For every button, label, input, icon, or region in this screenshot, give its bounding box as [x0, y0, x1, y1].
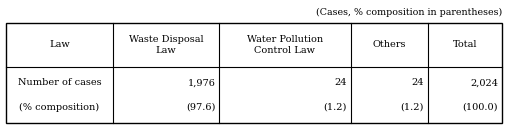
Text: Water Pollution
Control Law: Water Pollution Control Law	[247, 35, 323, 55]
Text: 24: 24	[334, 78, 347, 87]
Text: 2,024: 2,024	[470, 78, 498, 87]
Text: 24: 24	[411, 78, 424, 87]
Text: (1.2): (1.2)	[323, 103, 347, 112]
Text: (% composition): (% composition)	[19, 103, 100, 112]
Text: Number of cases: Number of cases	[18, 78, 101, 87]
Text: (100.0): (100.0)	[462, 103, 498, 112]
Text: (Cases, % composition in parentheses): (Cases, % composition in parentheses)	[315, 8, 502, 17]
Text: (1.2): (1.2)	[400, 103, 424, 112]
Text: Law: Law	[49, 40, 70, 49]
Text: (97.6): (97.6)	[186, 103, 215, 112]
Bar	[6, 23, 502, 123]
Text: Others: Others	[372, 40, 406, 49]
Text: 1,976: 1,976	[187, 78, 215, 87]
Text: Total: Total	[453, 40, 477, 49]
Text: Waste Disposal
Law: Waste Disposal Law	[129, 35, 203, 55]
